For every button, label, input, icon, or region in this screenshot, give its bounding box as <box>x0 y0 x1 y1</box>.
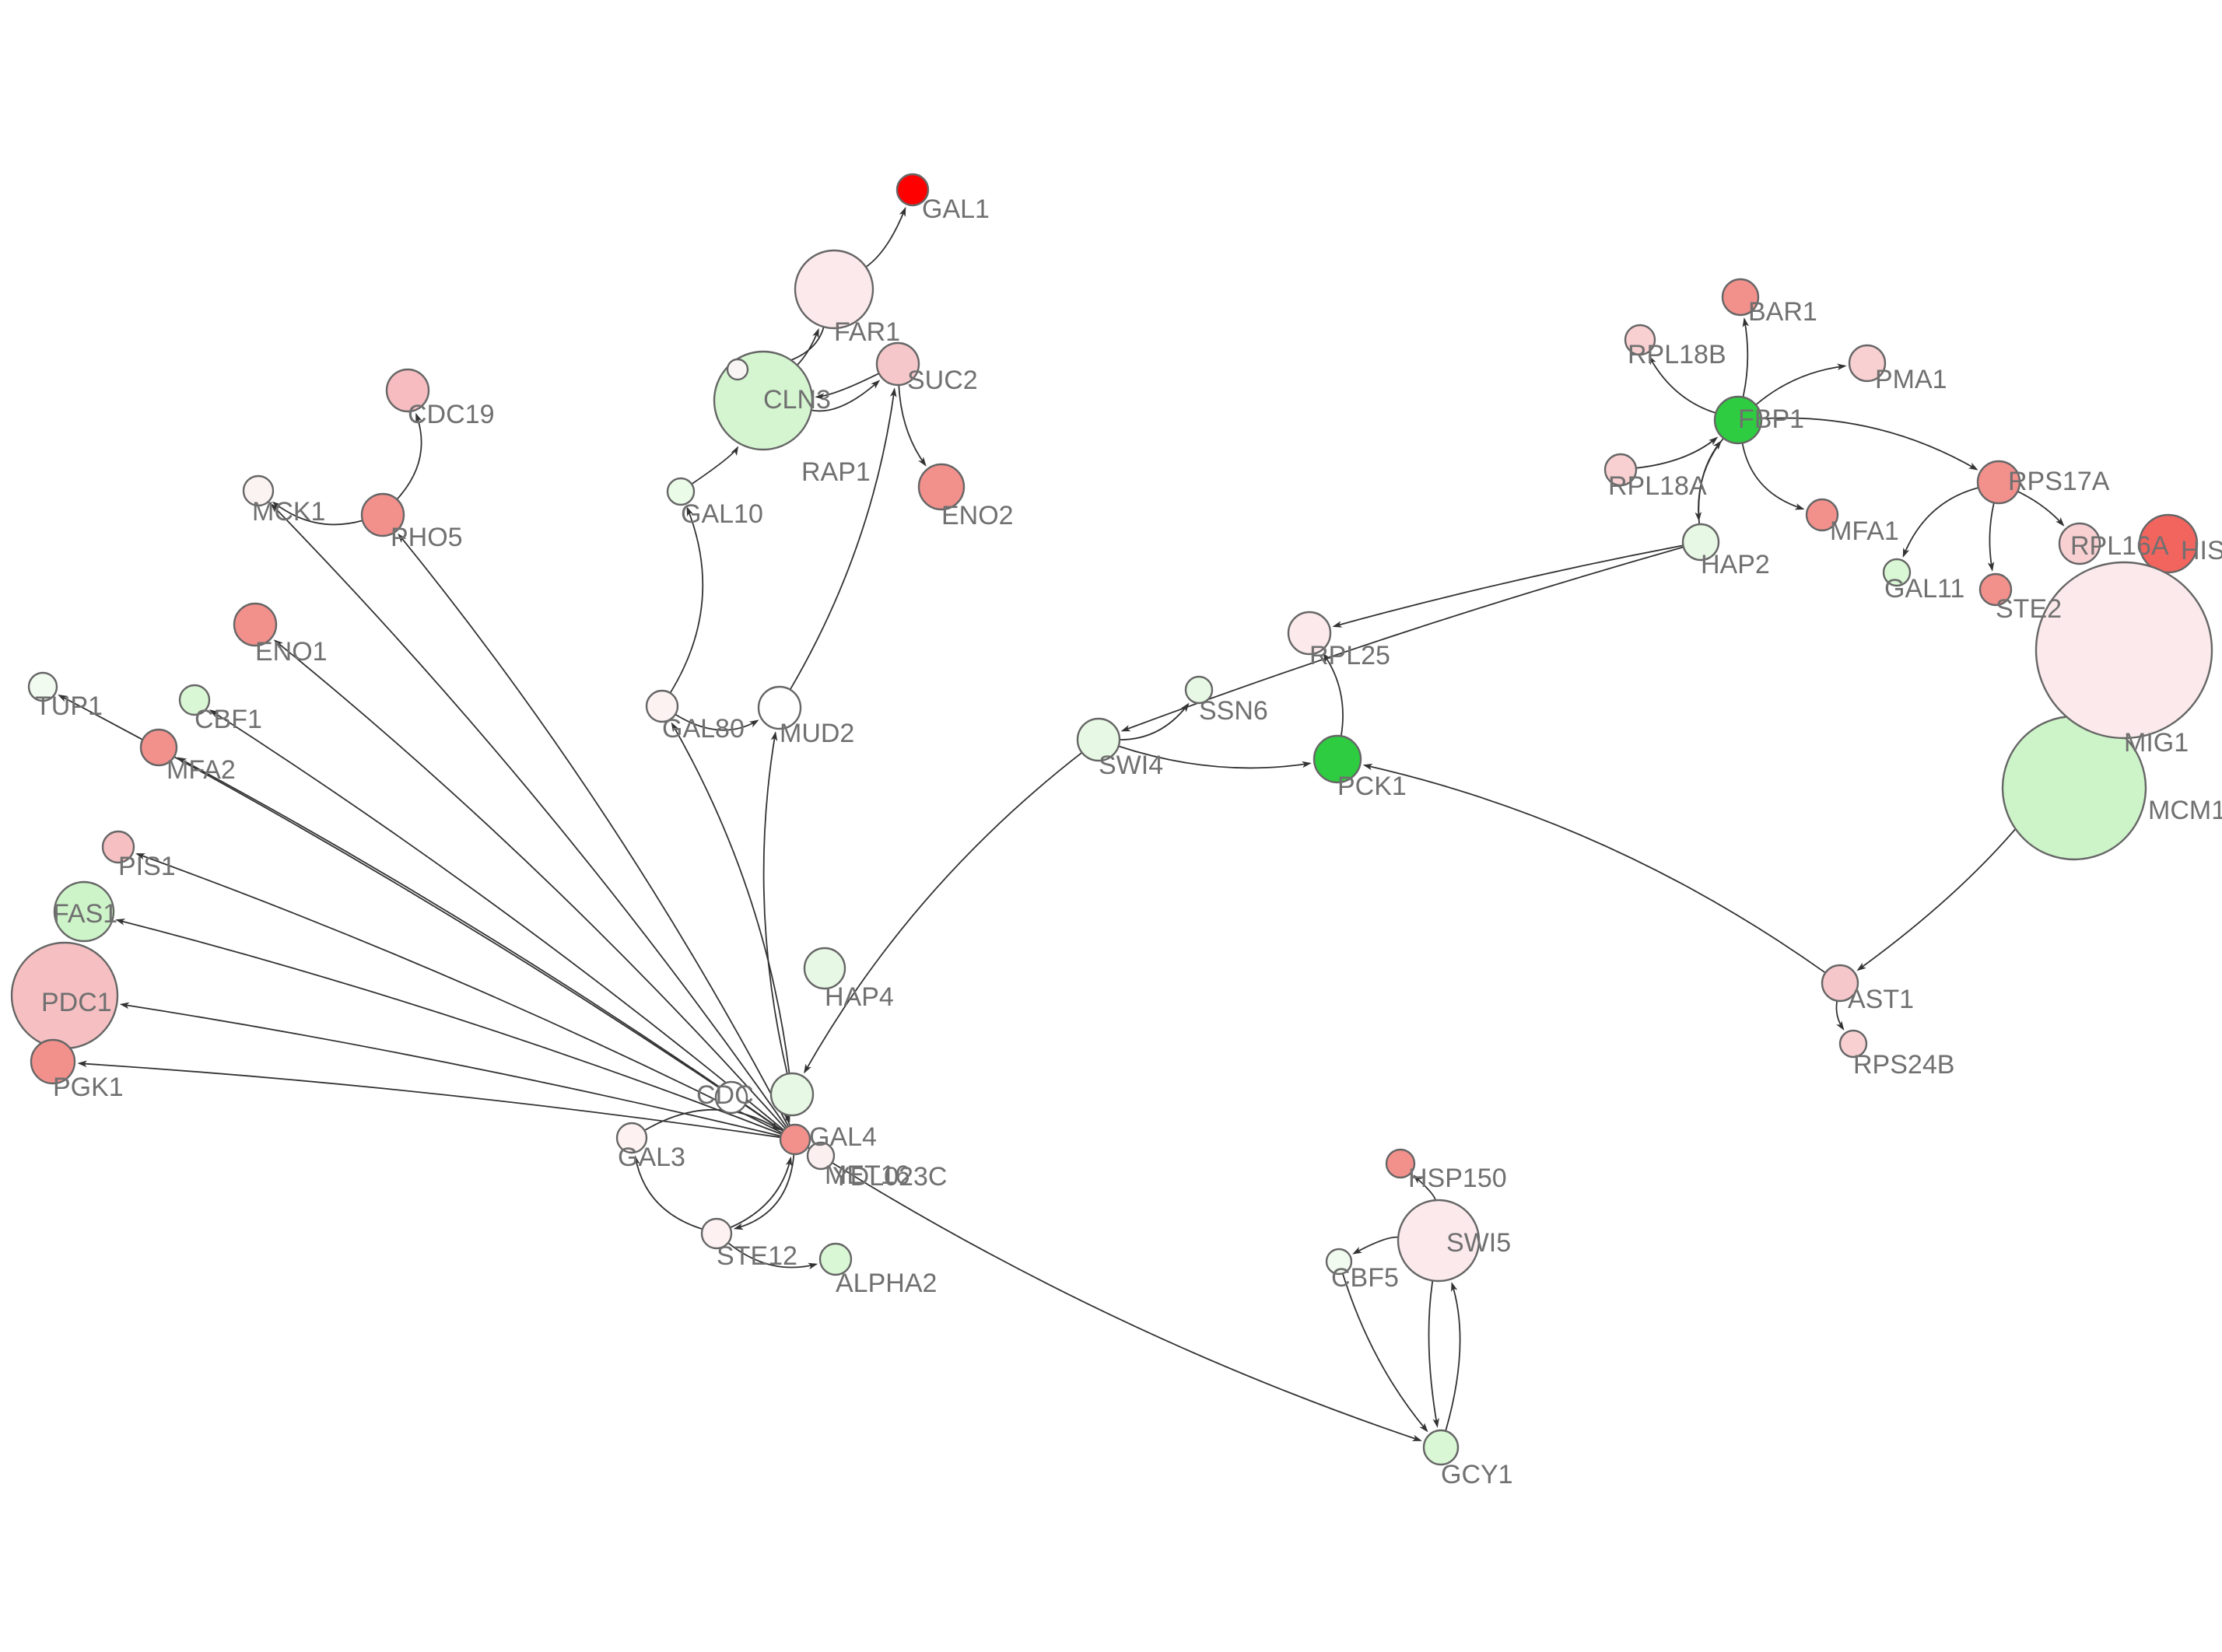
svg-text:CBF5: CBF5 <box>1331 1263 1399 1293</box>
svg-text:CDC19: CDC19 <box>408 400 494 429</box>
svg-text:GAL1: GAL1 <box>922 194 990 224</box>
svg-text:GAL11: GAL11 <box>1884 574 1964 604</box>
svg-text:GCY1: GCY1 <box>1441 1460 1513 1489</box>
svg-text:RPS24B: RPS24B <box>1853 1050 1954 1080</box>
svg-text:GAL3: GAL3 <box>618 1143 685 1172</box>
svg-text:STE2: STE2 <box>1996 594 2062 624</box>
svg-text:MCK1: MCK1 <box>252 497 325 527</box>
svg-text:HIS4: HIS4 <box>2181 536 2222 565</box>
svg-text:PGK1: PGK1 <box>53 1073 124 1102</box>
svg-text:PDC1: PDC1 <box>41 988 112 1017</box>
svg-text:BAR1: BAR1 <box>1748 297 1817 327</box>
svg-text:CLN3: CLN3 <box>763 385 831 415</box>
svg-text:RPS17A: RPS17A <box>2008 467 2110 496</box>
svg-text:MET16: MET16 <box>825 1160 910 1190</box>
svg-text:GAL80: GAL80 <box>662 714 745 744</box>
svg-text:RPL18A: RPL18A <box>1608 471 1707 501</box>
svg-text:PIS1: PIS1 <box>118 852 176 881</box>
svg-text:RPL16A: RPL16A <box>2070 531 2169 561</box>
svg-text:CBF1: CBF1 <box>195 705 262 734</box>
svg-text:HAP4: HAP4 <box>825 982 894 1012</box>
svg-text:ENO2: ENO2 <box>941 501 1014 530</box>
svg-text:SUC2: SUC2 <box>907 366 978 395</box>
svg-text:GAL4: GAL4 <box>809 1122 877 1152</box>
svg-text:MIG1: MIG1 <box>2124 728 2189 758</box>
svg-text:MUD2: MUD2 <box>780 719 854 748</box>
svg-text:MFA1: MFA1 <box>1830 516 1899 546</box>
svg-text:FAS1: FAS1 <box>53 899 117 929</box>
svg-text:ENO1: ENO1 <box>255 637 328 667</box>
svg-text:AST1: AST1 <box>1848 985 1914 1014</box>
svg-text:PHO5: PHO5 <box>391 523 463 552</box>
svg-text:GAL10: GAL10 <box>681 499 763 529</box>
svg-text:PCK1: PCK1 <box>1337 772 1407 801</box>
svg-text:SWI4: SWI4 <box>1099 751 1163 780</box>
svg-text:PMA1: PMA1 <box>1875 365 1947 394</box>
svg-text:TUP1: TUP1 <box>35 691 103 721</box>
svg-text:STE12: STE12 <box>717 1241 797 1271</box>
svg-text:RPL18B: RPL18B <box>1628 340 1726 369</box>
svg-text:SSN6: SSN6 <box>1199 696 1268 726</box>
svg-text:FBP1: FBP1 <box>1738 404 1804 434</box>
svg-text:RPL25: RPL25 <box>1309 641 1390 670</box>
svg-text:CDC: CDC <box>696 1080 754 1110</box>
svg-text:HSP150: HSP150 <box>1408 1164 1507 1193</box>
svg-text:SWI5: SWI5 <box>1446 1228 1511 1258</box>
svg-text:FAR1: FAR1 <box>834 317 900 347</box>
svg-text:MCM1: MCM1 <box>2148 796 2222 825</box>
svg-text:HAP2: HAP2 <box>1701 550 1770 579</box>
svg-text:MFA2: MFA2 <box>166 755 236 785</box>
svg-text:RAP1: RAP1 <box>801 457 871 487</box>
svg-text:ALPHA2: ALPHA2 <box>836 1269 937 1298</box>
